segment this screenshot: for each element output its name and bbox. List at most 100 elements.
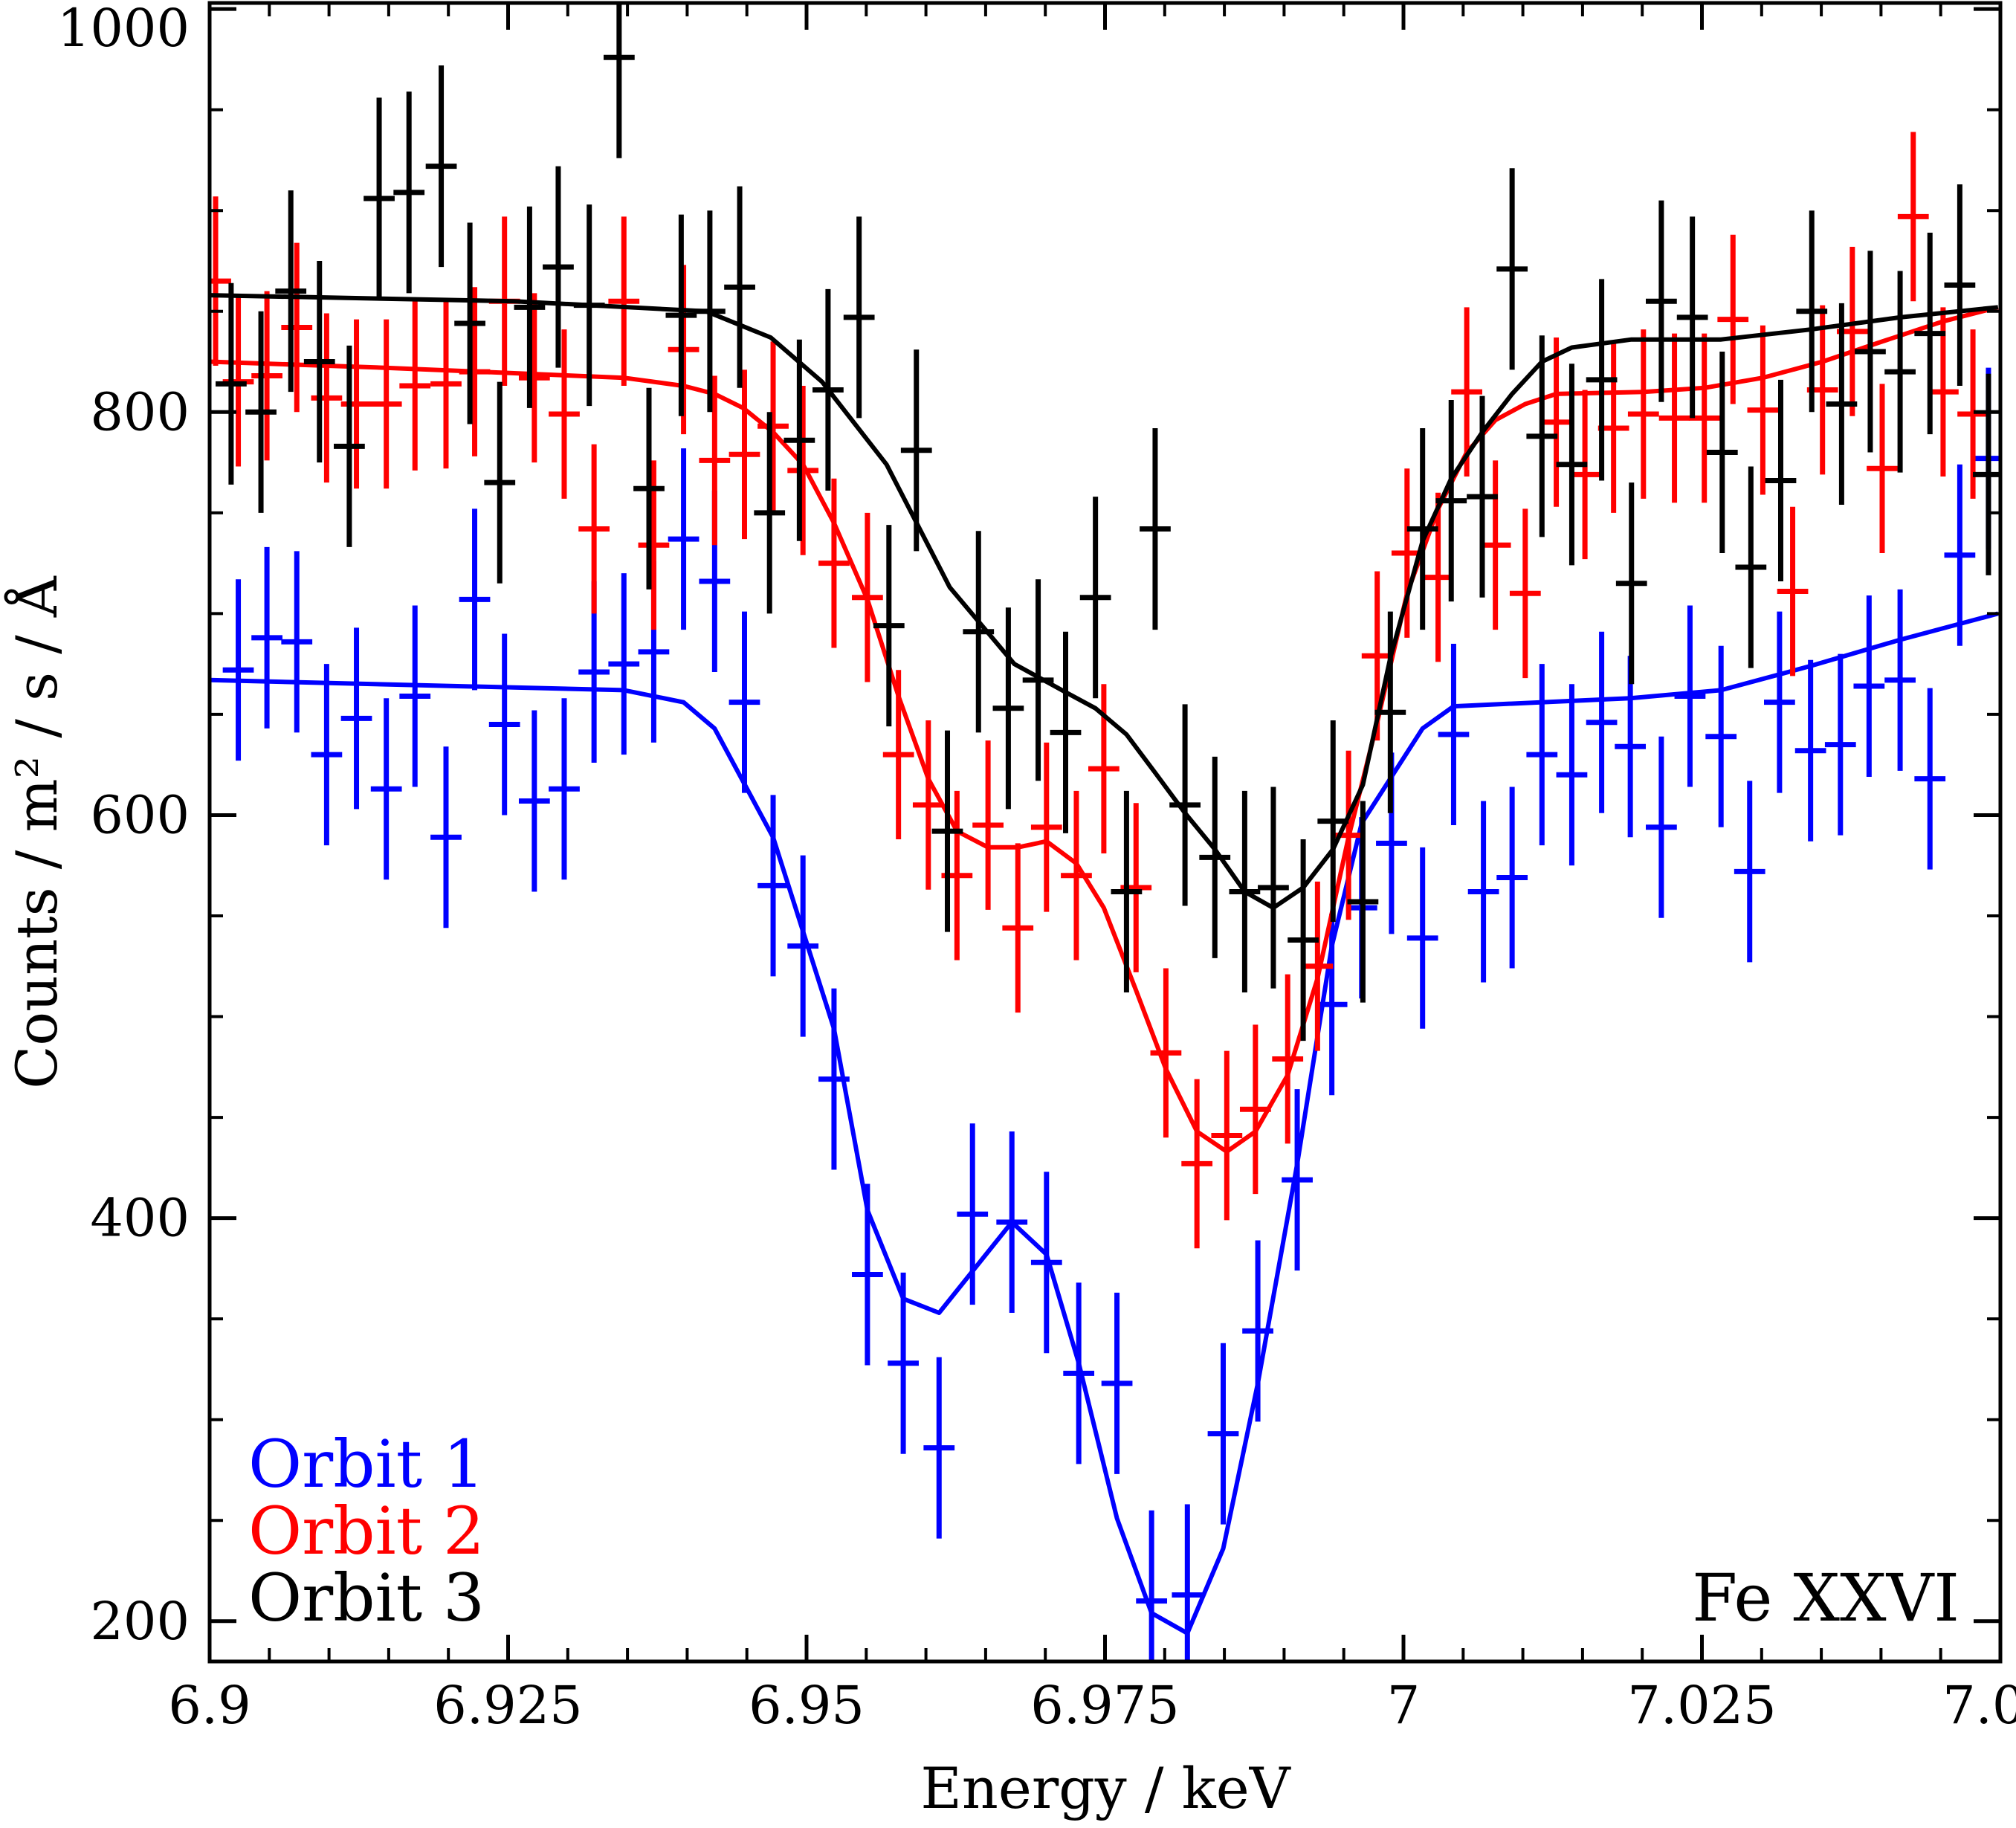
- x-tick-label: 6.95: [749, 1675, 865, 1736]
- data-point: [549, 698, 580, 880]
- data-point: [1111, 790, 1143, 993]
- data-point: [1777, 506, 1809, 676]
- data-point: [210, 196, 231, 366]
- data-point: [1199, 756, 1231, 958]
- data-point: [1061, 790, 1092, 960]
- y-tick-label: 600: [90, 784, 190, 845]
- data-point: [251, 546, 282, 729]
- series-layer: [210, 3, 2000, 1661]
- data-point: [787, 855, 819, 1037]
- data-point: [1347, 801, 1379, 1003]
- data-point: [1765, 379, 1797, 582]
- data-point: [1406, 427, 1438, 630]
- data-point: [1914, 688, 1946, 870]
- data-point: [1526, 335, 1558, 537]
- data-point: [1317, 720, 1349, 923]
- data-point: [1796, 210, 1828, 413]
- data-point: [638, 460, 670, 630]
- data-point: [1406, 847, 1438, 1029]
- data-point: [1658, 333, 1690, 503]
- data-point: [216, 282, 247, 485]
- data-point: [340, 627, 372, 810]
- data-point: [1914, 233, 1946, 435]
- data-point: [1615, 656, 1647, 838]
- data-point: [514, 206, 546, 408]
- data-point: [1944, 184, 1976, 387]
- data-point: [1479, 460, 1511, 630]
- model-line-orbit-1: [210, 611, 1999, 1635]
- data-point: [1509, 508, 1541, 679]
- data-point: [549, 329, 580, 499]
- legend-orbit-1: Orbit 1: [248, 1426, 485, 1502]
- data-point: [888, 1272, 919, 1454]
- data-point: [518, 710, 550, 892]
- data-point: [1063, 1282, 1095, 1464]
- data-point: [399, 605, 431, 787]
- y-tick-label: 200: [90, 1591, 190, 1652]
- data-point: [1496, 168, 1528, 370]
- data-point: [1627, 329, 1659, 499]
- data-point: [1853, 595, 1885, 777]
- data-point: [1764, 611, 1795, 793]
- data-point: [1717, 234, 1749, 404]
- data-point: [900, 349, 932, 552]
- data-point: [787, 386, 819, 555]
- data-point: [1526, 664, 1558, 846]
- data-point: [543, 166, 574, 368]
- data-point: [1050, 631, 1082, 833]
- data-point: [724, 186, 755, 388]
- data-point: [518, 293, 550, 463]
- data-point: [1136, 1510, 1168, 1661]
- x-tick-label: 6.975: [1030, 1675, 1179, 1736]
- data-point: [1438, 644, 1470, 826]
- data-point: [818, 478, 850, 648]
- data-point: [1824, 653, 1856, 836]
- data-point: [1172, 1504, 1204, 1661]
- legend-orbit-2: Orbit 2: [248, 1493, 485, 1569]
- data-point: [1079, 497, 1111, 699]
- data-point: [399, 301, 431, 471]
- data-point: [311, 313, 343, 483]
- data-point: [484, 381, 516, 584]
- x-tick-label: 7.05: [1942, 1675, 2016, 1736]
- data-point: [1826, 303, 1858, 505]
- data-point: [1586, 631, 1618, 813]
- data-point: [1556, 364, 1588, 566]
- data-point: [488, 633, 520, 816]
- data-point: [1556, 684, 1588, 866]
- data-point: [578, 444, 610, 614]
- data-point: [1258, 787, 1289, 989]
- data-point: [608, 573, 640, 755]
- data-point: [1030, 1172, 1062, 1354]
- data-point: [1496, 787, 1528, 969]
- data-point: [1569, 390, 1600, 560]
- data-point: [364, 97, 395, 300]
- data-point: [430, 746, 462, 928]
- ion-annotation: Fe XXVI: [1692, 1560, 1960, 1636]
- data-point: [1540, 337, 1572, 507]
- data-point: [1747, 325, 1779, 495]
- data-point: [459, 508, 491, 691]
- data-point: [728, 369, 760, 540]
- series-orbit-1: [210, 367, 2000, 1661]
- data-point: [1674, 605, 1706, 787]
- data-point: [303, 260, 335, 463]
- data-point: [1957, 329, 1988, 499]
- data-point: [1288, 839, 1319, 1041]
- data-point: [1884, 271, 1916, 473]
- y-tick-label: 1000: [57, 0, 190, 59]
- data-point: [843, 216, 875, 419]
- data-point: [1867, 384, 1898, 554]
- y-axis-label: Counts / m² / s / Å: [3, 575, 70, 1089]
- data-point: [1002, 843, 1034, 1013]
- data-point: [1855, 251, 1886, 453]
- data-point: [1884, 589, 1916, 771]
- data-point: [1181, 1079, 1213, 1249]
- data-point: [1794, 659, 1826, 842]
- data-point: [430, 299, 462, 469]
- data-point: [784, 339, 815, 541]
- data-point: [1451, 307, 1482, 477]
- data-point: [370, 698, 402, 880]
- data-point: [931, 730, 963, 932]
